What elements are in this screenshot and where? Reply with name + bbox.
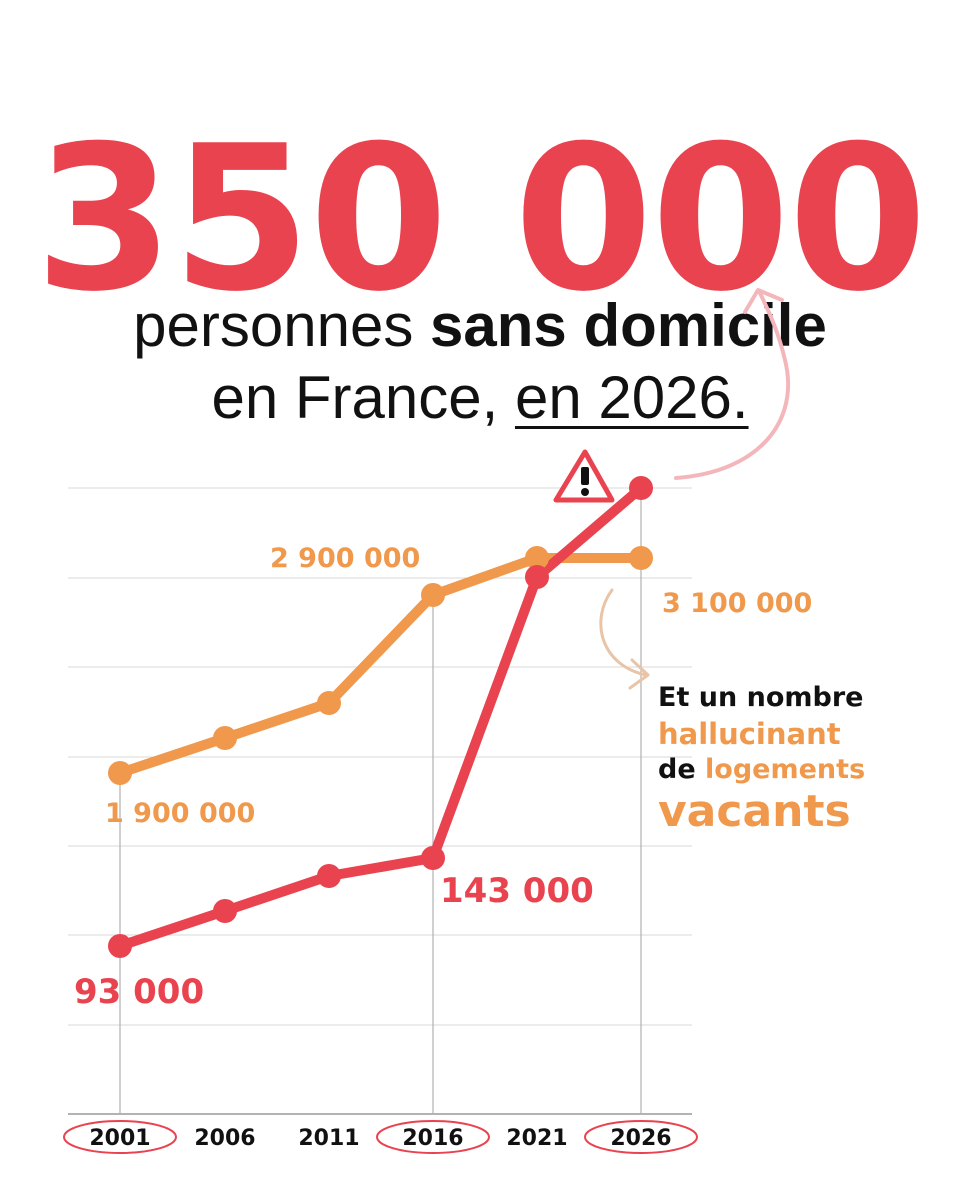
x-tick-label: 2006 <box>194 1126 255 1151</box>
series-line-vacant <box>115 553 646 778</box>
x-tick-label: 2016 <box>402 1126 463 1151</box>
data-label-vacant: 2 900 000 <box>270 543 420 574</box>
x-tick-label: 2021 <box>506 1126 567 1151</box>
note-line-4: vacants <box>658 786 851 837</box>
note-line-1: Et un nombre <box>658 682 864 713</box>
x-tick-label: 2026 <box>610 1126 671 1151</box>
data-label-vacant: 3 100 000 <box>662 588 812 619</box>
data-point-vacant <box>421 583 445 607</box>
year-highlight-circle <box>376 1120 490 1154</box>
data-point-vacant <box>213 726 237 750</box>
data-point-homeless <box>317 864 341 888</box>
data-point-homeless <box>525 565 549 589</box>
data-point-homeless <box>213 899 237 923</box>
x-tick-label: 2001 <box>89 1126 150 1151</box>
curved-arrow-icon <box>674 291 791 480</box>
headline-line-1: personnes sans domicile <box>0 296 960 356</box>
note-line-3: de logements <box>658 752 898 788</box>
data-point-vacant <box>525 546 549 570</box>
headline-line-2: en France, en 2026. <box>0 368 960 428</box>
data-label-vacant: 1 900 000 <box>105 798 255 829</box>
small-curved-arrow-icon <box>599 588 648 677</box>
headline-number: 350 000 <box>34 103 928 336</box>
year-highlight-circle <box>584 1120 698 1154</box>
headline-line-1-bold: sans domicile <box>430 292 827 359</box>
x-tick-label: 2011 <box>298 1126 359 1151</box>
series-line-homeless <box>115 483 646 951</box>
data-point-vacant <box>629 546 653 570</box>
note-line-3-highlight: logements <box>705 754 866 785</box>
data-point-homeless <box>421 846 445 870</box>
data-point-vacant <box>317 691 341 715</box>
data-point-vacant <box>108 761 132 785</box>
note-line-2: hallucinant <box>658 717 841 751</box>
data-label-homeless: 93 000 <box>74 972 204 1012</box>
data-label-homeless: 143 000 <box>440 871 594 911</box>
headline-line-2-underlined: en 2026. <box>514 364 749 431</box>
note-line-3-text: de <box>658 754 706 785</box>
headline-line-2-text: en France, <box>211 364 515 431</box>
small-curved-arrow-head <box>628 658 650 690</box>
curved-arrow-head <box>743 288 784 314</box>
data-point-homeless <box>629 476 653 500</box>
year-highlight-circle <box>63 1120 177 1154</box>
data-point-homeless <box>108 934 132 958</box>
vacant-housing-note: Et un nombre hallucinant de logements va… <box>658 680 898 836</box>
warning-icon <box>553 449 615 503</box>
headline-line-1-text: personnes <box>133 292 431 359</box>
